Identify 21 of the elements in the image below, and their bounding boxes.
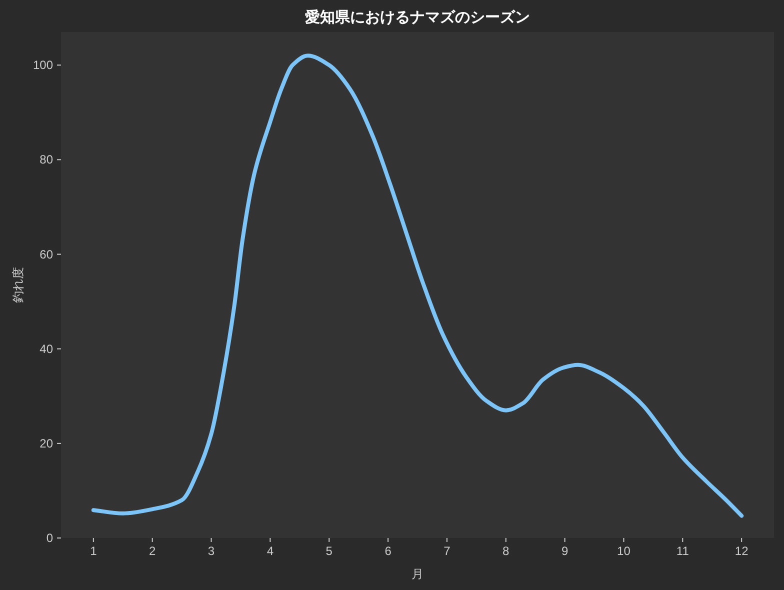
x-tick-label: 2 xyxy=(148,544,156,558)
y-tick-label: 40 xyxy=(40,342,54,356)
chart-title: 愛知県におけるナマズのシーズン xyxy=(305,9,530,26)
x-tick-label: 8 xyxy=(502,544,510,558)
x-tick-label: 6 xyxy=(384,544,392,558)
x-tick-label: 7 xyxy=(444,544,451,558)
y-tick-label: 80 xyxy=(40,152,54,167)
x-tick-label: 5 xyxy=(326,544,333,558)
x-axis-title: 月 xyxy=(412,567,424,581)
x-tick-label: 12 xyxy=(734,544,749,558)
x-tick-label: 4 xyxy=(266,544,274,558)
x-tick-label: 11 xyxy=(676,544,690,558)
y-tick-label: 0 xyxy=(46,531,54,545)
y-axis-title: 釣れ度 xyxy=(11,267,25,303)
x-tick-label: 10 xyxy=(617,544,631,558)
x-tick-label: 9 xyxy=(561,544,568,558)
y-tick-label: 100 xyxy=(32,58,54,72)
y-tick-label: 20 xyxy=(40,436,54,450)
x-tick-label: 1 xyxy=(90,544,98,558)
x-tick-label: 3 xyxy=(208,544,215,558)
y-tick-label: 60 xyxy=(40,247,54,262)
